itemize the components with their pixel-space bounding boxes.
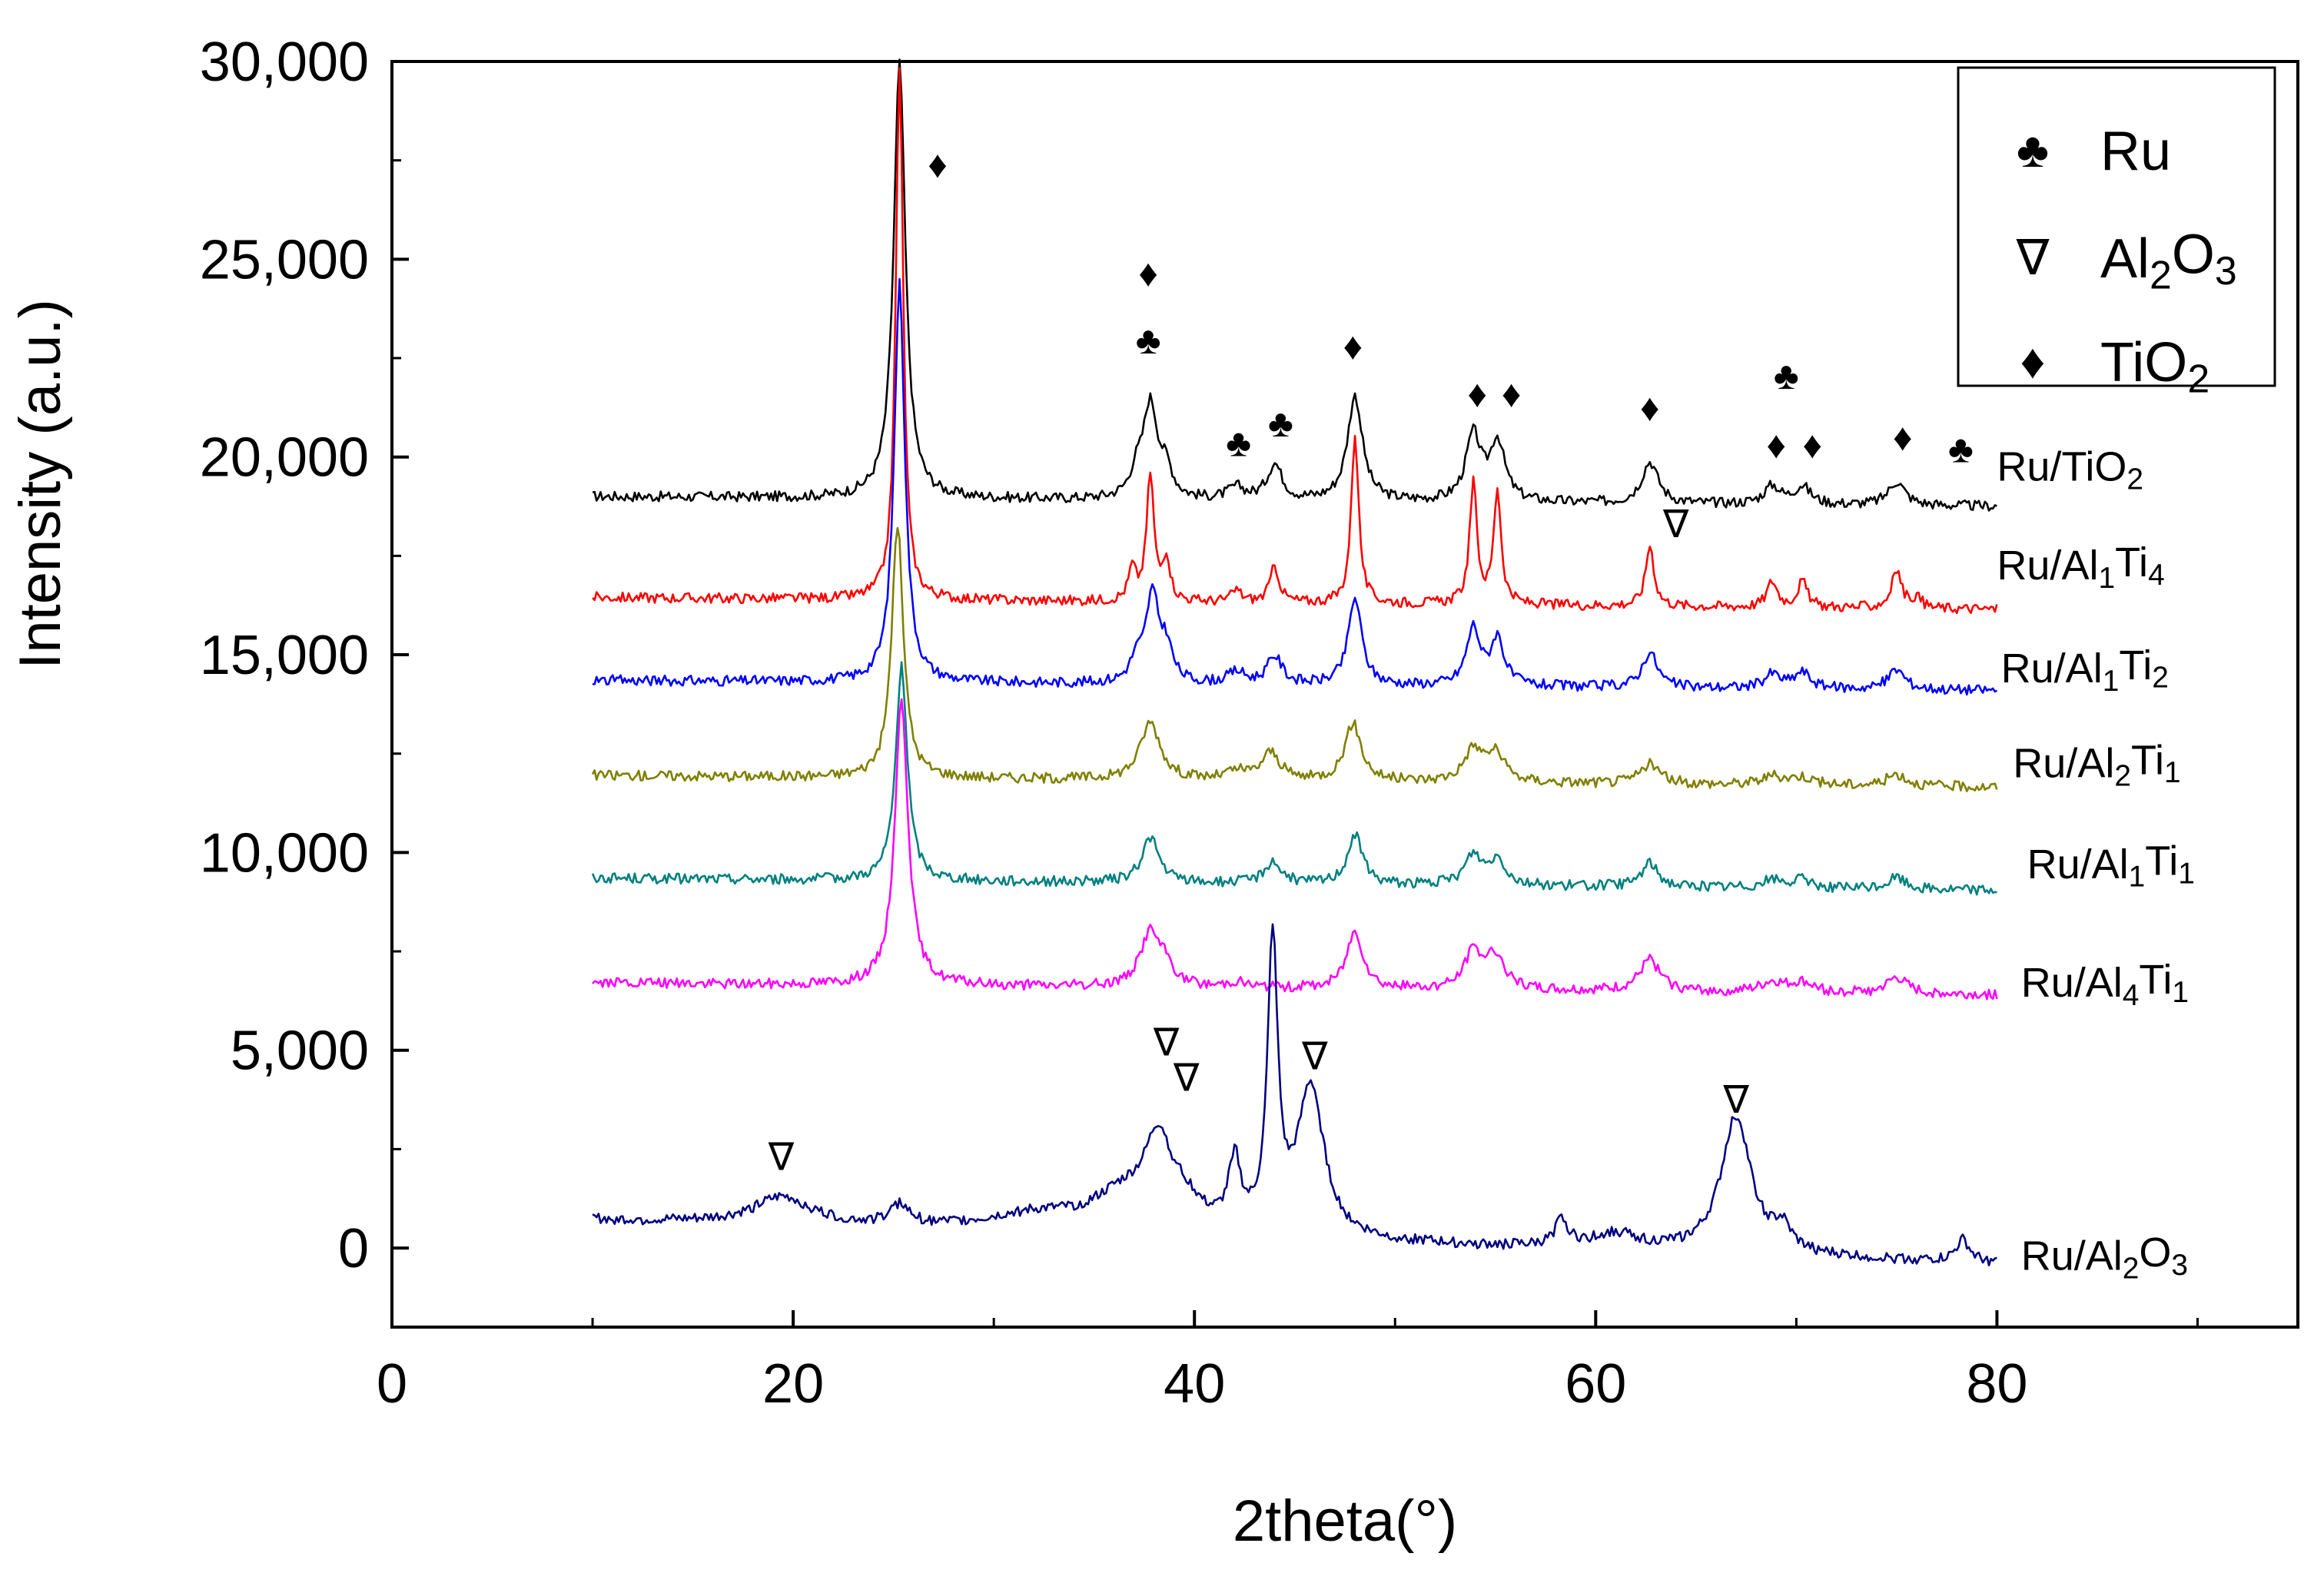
phase-marker: ♣ — [1226, 422, 1251, 465]
phase-marker: ♦ — [928, 143, 948, 186]
y-tick-label: 10,000 — [200, 822, 369, 884]
legend: ♣ Ru ∇ Al2O3 ♦ TiO2 — [1957, 66, 2276, 401]
y-axis: 0 5,000 10,000 15,000 20,000 25,000 30,000 — [200, 32, 409, 1279]
series-label: Ru/TiO2 — [1997, 444, 2143, 496]
x-tick-label: 0 — [377, 1353, 407, 1415]
series-label: Ru/Al2Ti1 — [2013, 737, 2180, 792]
legend-label: Al2O3 — [2100, 224, 2237, 297]
y-tick-label: 15,000 — [200, 625, 369, 686]
series-label: Ru/Al1Ti1 — [2027, 838, 2195, 894]
phase-marker: ♦ — [1468, 372, 1488, 415]
phase-marker: ∇ — [1153, 1020, 1180, 1064]
x-axis: 0 20 40 60 80 — [377, 1310, 2199, 1415]
phase-marker: ∇ — [1722, 1078, 1749, 1121]
phase-marker: ♦ — [1138, 251, 1158, 294]
phase-marker: ∇ — [1301, 1034, 1328, 1077]
legend-symbol: ♦ — [2020, 334, 2046, 389]
phase-marker: ♣ — [1948, 427, 1974, 470]
series-line — [592, 923, 1997, 1266]
phase-markers: ♦♦♣♣ ♣♦♦ ♦ ♦♣♦ ♦ ♦ ♣∇∇∇∇∇∇ — [768, 143, 1974, 1179]
phase-marker: ∇ — [1662, 503, 1689, 546]
y-tick-label: 0 — [338, 1218, 369, 1279]
x-tick-label: 80 — [1966, 1353, 2027, 1415]
phase-marker: ♦ — [1893, 416, 1913, 459]
phase-marker: ∇ — [1173, 1057, 1200, 1100]
y-tick-label: 5,000 — [231, 1020, 369, 1082]
phase-marker: ♦ — [1502, 372, 1522, 415]
series-labels: Ru/TiO2 Ru/Al1Ti4 Ru/Al1Ti2 Ru/Al2Ti1 Ru/Al1… — [1997, 444, 2194, 1286]
series-line — [592, 58, 1997, 512]
phase-marker: ♦ — [1767, 423, 1787, 466]
phase-marker: ♣ — [1136, 319, 1161, 362]
x-tick-label: 60 — [1565, 1353, 1626, 1415]
plot-frame — [390, 60, 2299, 1329]
y-tick-label: 20,000 — [200, 427, 369, 489]
legend-label: TiO2 — [2100, 332, 2209, 401]
phase-marker: ♦ — [1640, 386, 1660, 429]
legend-box — [1957, 66, 2276, 387]
phase-marker: ∇ — [768, 1136, 795, 1179]
phase-marker: ♣ — [1774, 354, 1799, 397]
series-line — [592, 67, 1998, 615]
x-tick-label: 40 — [1164, 1353, 1225, 1415]
legend-label: Ru — [2100, 121, 2171, 182]
series-line — [591, 526, 1998, 792]
x-tick-label: 20 — [762, 1353, 824, 1415]
plot-traces — [591, 58, 1998, 1266]
series-label: Ru/Al2O3 — [2021, 1230, 2188, 1285]
series-label: Ru/Al1Ti2 — [2001, 642, 2169, 698]
phase-marker: ♦ — [1343, 325, 1363, 368]
series-line — [592, 698, 1998, 1001]
series-line — [593, 277, 1998, 696]
y-tick-label: 30,000 — [200, 32, 369, 93]
series-label: Ru/Al1Ti4 — [1997, 539, 2164, 595]
phase-marker: ♦ — [1802, 423, 1822, 466]
y-tick-label: 25,000 — [200, 229, 369, 290]
y-axis-title: Intensity (a.u.) — [8, 299, 73, 669]
series-label: Ru/Al4Ti1 — [2021, 957, 2189, 1012]
legend-symbol: ♣ — [2017, 122, 2049, 178]
phase-marker: ♣ — [1268, 402, 1293, 445]
x-axis-title: 2theta(°) — [1233, 1488, 1457, 1554]
legend-symbol: ∇ — [2016, 230, 2050, 285]
series-line — [591, 661, 1997, 896]
